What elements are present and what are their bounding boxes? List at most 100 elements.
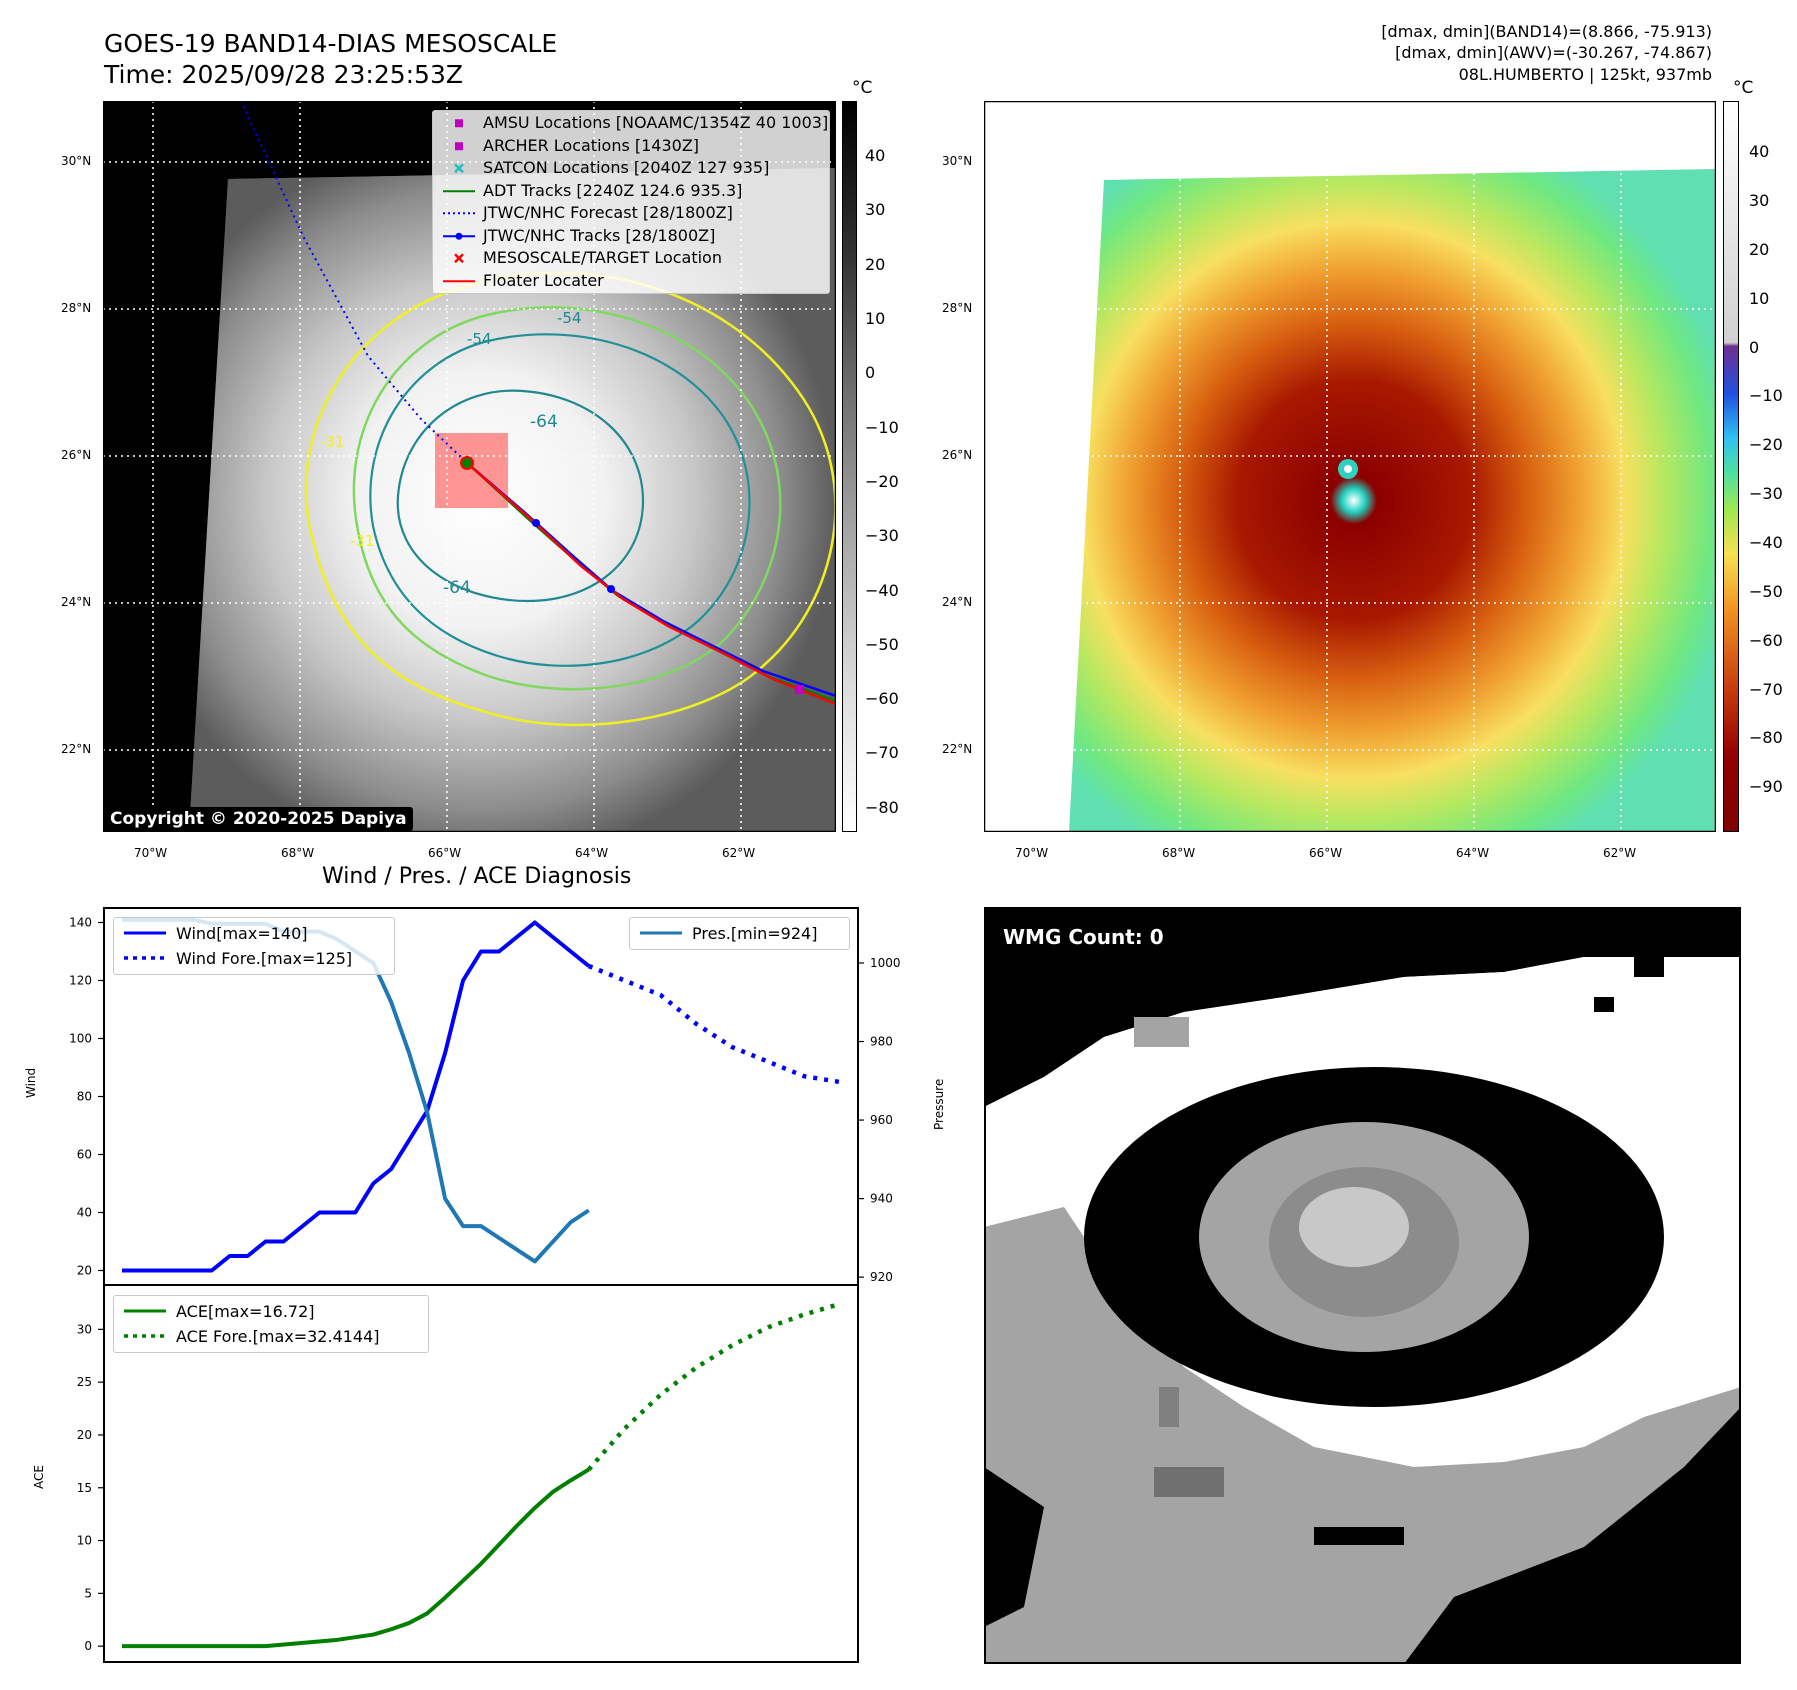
dotted-line-icon — [443, 212, 475, 215]
colorbar-right-tick: −70 — [1749, 680, 1783, 699]
pressure-tick-label: 960 — [870, 1113, 893, 1127]
lat-tick: 28°N — [942, 301, 973, 315]
line-icon — [443, 189, 475, 192]
diagnosis-title: Wind / Pres. / ACE Diagnosis — [322, 864, 632, 889]
colorbar-left-tick: 20 — [865, 255, 886, 274]
dotted-line-icon — [124, 956, 166, 960]
colorbar-right-tick: 30 — [1749, 191, 1770, 210]
contour-label: -64 — [530, 412, 558, 432]
awv-field — [1069, 169, 1716, 832]
map-legend: AMSU Locations [NOAAMC/1354Z 40 1003] AR… — [432, 110, 830, 294]
lon-tick: 64°W — [575, 846, 609, 860]
colorbar-right-tick: −40 — [1749, 533, 1783, 552]
y-tick-label: 15 — [77, 1481, 92, 1495]
wind-axis-label: Wind — [24, 1067, 38, 1098]
lon-tick: 64°W — [1456, 846, 1490, 860]
jtwc-track-point — [532, 519, 540, 527]
colorbar-right-tick: 0 — [1749, 338, 1760, 357]
y-tick-label: 120 — [69, 974, 92, 988]
contour-teal-outer — [369, 333, 751, 667]
amsu-location-marker — [795, 685, 804, 694]
y-tick-label: 60 — [77, 1148, 92, 1162]
colorbar-left-tick: −30 — [865, 526, 899, 545]
colorbar-left-tick: 30 — [865, 200, 886, 219]
legend-item-forecast: JTWC/NHC Forecast [28/1800Z] — [433, 202, 829, 225]
lon-tick: 66°W — [1309, 846, 1343, 860]
series-line — [121, 1467, 590, 1649]
copyright-label: Copyright © 2020-2025 Dapiya — [104, 807, 413, 831]
colorbar-left-tick: −40 — [865, 581, 899, 600]
colorbar-left-tick: −80 — [865, 798, 899, 817]
colorbar-left-tick: 10 — [865, 309, 886, 328]
awv-map-panel — [984, 101, 1716, 832]
legend-item-pressure: Pres.[min=924] — [630, 921, 849, 946]
stats-line-2: [dmax, dmin](AWV)=(-30.267, -74.867) — [1395, 43, 1712, 62]
colorbar-left-tick: −70 — [865, 743, 899, 762]
contour-label: -31 — [320, 433, 345, 451]
colorbar-right-tick: 10 — [1749, 289, 1770, 308]
lat-tick: 30°N — [942, 154, 973, 168]
legend-item-floater: Floater Locater — [433, 270, 829, 293]
legend-item-wind: Wind[max=140] — [114, 921, 394, 946]
y-tick-label: 20 — [77, 1428, 92, 1442]
y-tick-label: 80 — [77, 1090, 92, 1104]
legend-item-adt: ADT Tracks [2240Z 124.6 935.3] — [433, 180, 829, 203]
y-tick-label: 40 — [77, 1206, 92, 1220]
wmg-panel — [984, 907, 1741, 1664]
line-icon — [124, 931, 166, 935]
lon-tick: 68°W — [281, 846, 315, 860]
pressure-legend: Pres.[min=924] — [629, 917, 850, 950]
floater-box — [435, 433, 508, 508]
lat-tick: 26°N — [942, 448, 973, 462]
floater-track — [466, 462, 836, 706]
dotted-line-icon — [124, 1334, 166, 1338]
colorbar-right-tick: −20 — [1749, 435, 1783, 454]
lat-tick: 22°N — [942, 742, 973, 756]
ace-axis-label: ACE — [32, 1465, 46, 1489]
ace-panel-frame — [103, 1284, 859, 1663]
stats-line-1: [dmax, dmin](BAND14)=(8.866, -75.913) — [1381, 22, 1712, 41]
x-marker-icon — [454, 253, 464, 264]
awv-gridlines — [984, 101, 1716, 832]
colorbar-right — [1723, 101, 1739, 832]
pressure-tick-label: 940 — [870, 1192, 893, 1206]
legend-item-amsu: AMSU Locations [NOAAMC/1354Z 40 1003] — [433, 112, 829, 135]
colorbar-left-tick: −20 — [865, 472, 899, 491]
contour-label: -31 — [350, 532, 375, 550]
y-tick-label: 100 — [69, 1032, 92, 1046]
contour-label: -54 — [467, 330, 492, 348]
y-tick-label: 20 — [77, 1264, 92, 1278]
y-tick-label: 10 — [77, 1534, 92, 1548]
square-marker-icon — [455, 141, 463, 150]
colorbar-left-tick: 40 — [865, 146, 886, 165]
colorbar-right-tick: −80 — [1749, 728, 1783, 747]
lat-tick: 24°N — [61, 595, 92, 609]
pressure-tick-label: 980 — [870, 1035, 893, 1049]
x-marker-icon — [454, 163, 464, 174]
wmg-outer-dark-band — [984, 907, 1741, 1107]
colorbar-right-tick: 40 — [1749, 142, 1770, 161]
colorbar-right-unit: °C — [1733, 78, 1754, 98]
wmg-count-label: WMG Count: 0 — [996, 921, 1171, 953]
pressure-tick-label: 1000 — [870, 956, 900, 970]
colorbar-right-tick: −30 — [1749, 484, 1783, 503]
colorbar-left-tick: −50 — [865, 635, 899, 654]
lat-tick: 26°N — [61, 448, 92, 462]
ace-panel: 0 5 10 15 20 25 30 — [77, 1301, 841, 1653]
lon-tick: 70°W — [1015, 846, 1049, 860]
series-line — [121, 920, 590, 1273]
wmg-lower-dark — [1404, 1407, 1741, 1664]
storm-center-marker — [460, 456, 474, 470]
legend-item-ace-fore: ACE Fore.[max=32.4144] — [114, 1324, 428, 1349]
series-line — [587, 1301, 841, 1472]
colorbar-right-tick: −50 — [1749, 582, 1783, 601]
lon-tick: 66°W — [428, 846, 462, 860]
legend-item-mesoscale: MESOSCALE/TARGET Location — [433, 247, 829, 270]
line-icon — [124, 1309, 166, 1313]
pressure-axis-label: Pressure — [932, 1078, 946, 1130]
y-tick-label: 30 — [77, 1322, 92, 1336]
colorbar-right-tick: −90 — [1749, 777, 1783, 796]
colorbar-left-tick: −60 — [865, 689, 899, 708]
y-tick-label: 0 — [84, 1639, 92, 1653]
legend-item-ace: ACE[max=16.72] — [114, 1299, 428, 1324]
